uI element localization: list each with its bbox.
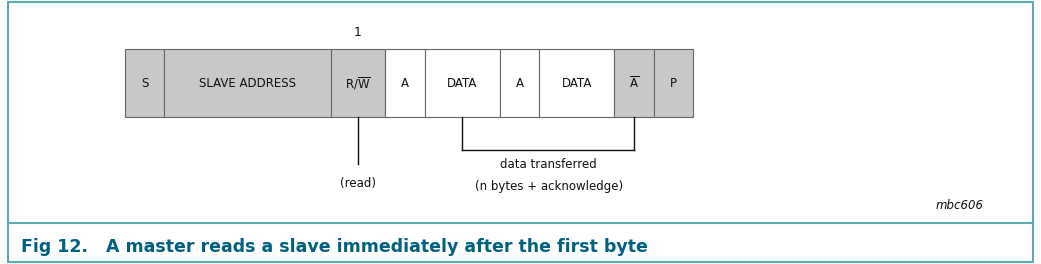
Bar	[425, 49, 500, 117]
Text: A: A	[401, 77, 409, 90]
Bar	[125, 49, 164, 117]
Text: DATA: DATA	[561, 77, 592, 90]
Text: (read): (read)	[340, 177, 376, 190]
Bar	[614, 49, 654, 117]
Text: mbc606: mbc606	[936, 199, 984, 213]
Bar	[654, 49, 693, 117]
Text: $\overline{\mathsf{A}}$: $\overline{\mathsf{A}}$	[629, 76, 639, 91]
Text: SLAVE ADDRESS: SLAVE ADDRESS	[199, 77, 297, 90]
Text: P: P	[670, 77, 677, 90]
Text: data transferred: data transferred	[501, 158, 596, 172]
Bar	[500, 49, 539, 117]
Text: (n bytes + acknowledge): (n bytes + acknowledge)	[475, 180, 623, 193]
Text: DATA: DATA	[447, 77, 478, 90]
Text: S: S	[141, 77, 149, 90]
Text: R/$\overline{\mathsf{W}}$: R/$\overline{\mathsf{W}}$	[346, 75, 371, 92]
Text: 1: 1	[354, 26, 362, 40]
Bar	[331, 49, 385, 117]
Text: A: A	[515, 77, 524, 90]
Bar	[385, 49, 425, 117]
Bar	[539, 49, 614, 117]
Text: Fig 12.   A master reads a slave immediately after the first byte: Fig 12. A master reads a slave immediate…	[21, 238, 648, 256]
Bar	[164, 49, 331, 117]
